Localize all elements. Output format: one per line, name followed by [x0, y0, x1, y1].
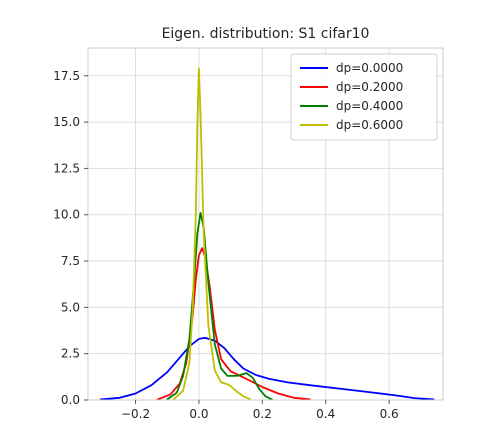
plot-frame: [87, 47, 444, 401]
legend-label: dp=0.0000: [336, 61, 403, 75]
x-tick-label: 0.2: [253, 407, 272, 421]
series-line: [172, 67, 251, 401]
x-tick-label: −0.2: [121, 407, 150, 421]
y-tick-label: 5.0: [61, 300, 80, 314]
x-tick-label: 0.0: [189, 407, 208, 421]
y-tick-label: 17.5: [53, 69, 80, 83]
legend-box: [290, 53, 438, 141]
y-tick-label: 10.0: [53, 208, 80, 222]
x-tick-label: 0.6: [380, 407, 399, 421]
y-tick-label: 15.0: [53, 115, 80, 129]
series-line: [99, 336, 435, 401]
legend-label: dp=0.4000: [336, 99, 403, 113]
y-tick-label: 2.5: [61, 347, 80, 361]
legend-label: dp=0.2000: [336, 80, 403, 94]
y-tick-label: 12.5: [53, 161, 80, 175]
legend: dp=0.0000 dp=0.2000 dp=0.4000 dp=0.6000: [290, 53, 438, 141]
legend-label: dp=0.6000: [336, 118, 403, 132]
series-line: [156, 247, 311, 401]
chart-title: Eigen. distribution: S1 cifar10: [162, 26, 370, 42]
x-tick-label: 0.4: [316, 407, 335, 421]
y-tick-label: 7.5: [61, 254, 80, 268]
y-tick-label: 0.0: [61, 393, 80, 407]
plot-lines: [99, 67, 435, 401]
series-line: [166, 211, 273, 401]
axis-ticks: −0.2 0.0 0.2 0.4 0.6 0.0 2.5 5.0 7.5 10.0 12.5 15.0…: [53, 69, 398, 421]
